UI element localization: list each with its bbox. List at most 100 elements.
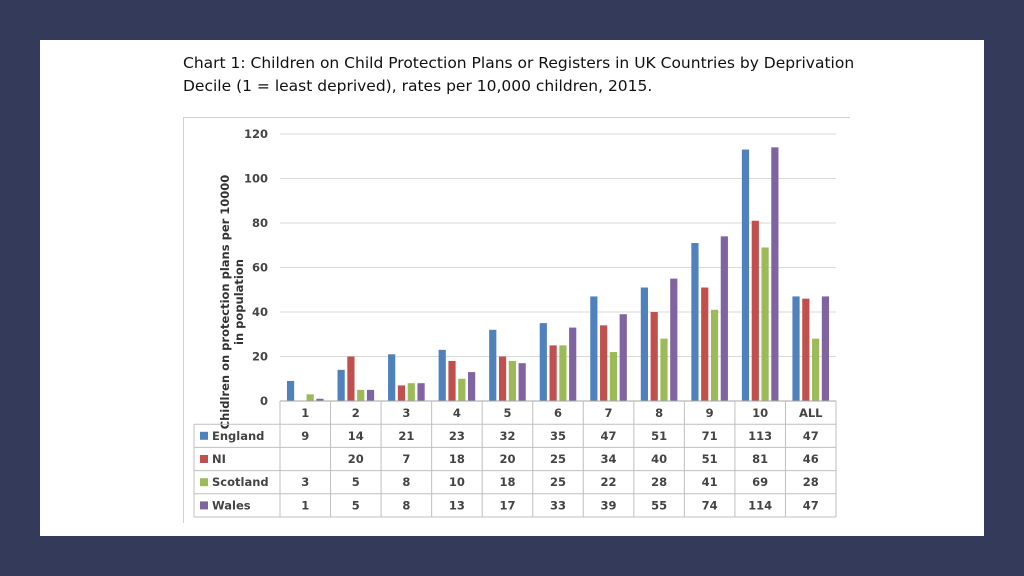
x-tick-label: 5	[503, 406, 511, 420]
table-value-ni: 7	[402, 452, 410, 466]
bar-england-3	[388, 354, 396, 401]
bar-ni-5	[498, 356, 507, 401]
legend-label-england: England	[212, 429, 264, 443]
bar-england-5	[489, 329, 497, 401]
table-value-wales: 33	[550, 498, 566, 512]
bar-scotland-2	[357, 389, 365, 401]
bar-scotland-all	[812, 338, 820, 401]
bar-ni-2	[347, 356, 355, 401]
table-value-ni: 18	[449, 452, 465, 466]
bar-england-9	[691, 243, 699, 401]
bar-scotland-3	[407, 383, 415, 401]
table-value-scotland: 10	[449, 475, 465, 489]
x-tick-label: 2	[352, 406, 360, 420]
table-value-ni: 34	[601, 452, 617, 466]
y-tick-label: 0	[260, 394, 268, 408]
table-value-england: 71	[702, 429, 718, 443]
bar-wales-all	[821, 296, 830, 401]
chart-frame-top	[183, 117, 850, 118]
slide: Chart 1: Children on Child Protection Pl…	[40, 40, 984, 536]
bar-wales-3	[417, 383, 425, 401]
table-value-scotland: 69	[752, 475, 768, 489]
table-value-england: 35	[550, 429, 566, 443]
table-value-scotland: 28	[803, 475, 819, 489]
bar-wales-5	[518, 363, 526, 401]
bar-england-1	[286, 380, 295, 401]
legend-label-scotland: Scotland	[212, 475, 269, 489]
table-value-scotland: 28	[651, 475, 667, 489]
table-value-scotland: 25	[550, 475, 566, 489]
bar-wales-1	[316, 398, 324, 401]
table-value-wales: 1	[301, 498, 309, 512]
x-tick-label: 6	[554, 406, 562, 420]
table-value-scotland: 8	[402, 475, 410, 489]
bar-england-6	[539, 323, 547, 401]
table-value-england: 14	[348, 429, 364, 443]
bar-scotland-8	[660, 338, 668, 401]
x-tick-label: 9	[706, 406, 714, 420]
bar-scotland-4	[458, 378, 466, 401]
y-tick-label: 40	[252, 305, 268, 319]
table-value-wales: 5	[352, 498, 360, 512]
x-tick-label: 4	[453, 406, 461, 420]
bar-scotland-9	[710, 309, 719, 401]
bar-wales-8	[670, 278, 678, 401]
y-tick-label: 80	[252, 216, 268, 230]
bar-ni-7	[600, 325, 608, 401]
bar-ni-4	[448, 360, 456, 401]
x-tick-label: 7	[605, 406, 613, 420]
table-value-wales: 55	[651, 498, 667, 512]
table-value-wales: 47	[803, 498, 819, 512]
bar-wales-2	[366, 389, 375, 401]
table-value-ni: 51	[702, 452, 718, 466]
y-tick-label: 100	[244, 172, 268, 186]
bar-wales-6	[569, 327, 577, 401]
table-value-wales: 39	[601, 498, 617, 512]
bar-england-10	[741, 149, 750, 401]
bar-ni-10	[751, 220, 759, 401]
bar-england-4	[438, 349, 446, 401]
chart-frame-left	[183, 117, 184, 523]
table-value-ni: 40	[651, 452, 667, 466]
bar-ni-8	[650, 312, 658, 401]
table-value-wales: 74	[702, 498, 718, 512]
bar-ni-6	[549, 345, 557, 401]
table-value-ni: 46	[803, 452, 819, 466]
table-value-scotland: 5	[352, 475, 360, 489]
x-tick-label: ALL	[799, 406, 823, 420]
bar-ni-all	[802, 298, 810, 401]
x-tick-label: 3	[402, 406, 410, 420]
legend-key-wales	[200, 501, 208, 510]
table-value-england: 9	[301, 429, 309, 443]
bar-scotland-5	[508, 360, 516, 401]
legend-key-scotland	[200, 478, 208, 487]
table-value-wales: 13	[449, 498, 465, 512]
bar-scotland-10	[761, 247, 769, 401]
bar-ni-9	[701, 287, 709, 401]
bar-wales-4	[468, 372, 476, 401]
table-value-england: 32	[499, 429, 515, 443]
table-value-scotland: 41	[702, 475, 718, 489]
bar-england-all	[792, 296, 800, 401]
table-value-ni: 81	[752, 452, 768, 466]
bar-scotland-6	[559, 345, 567, 401]
table-value-ni: 20	[348, 452, 364, 466]
y-tick-label: 120	[244, 127, 268, 141]
legend-label-ni: NI	[212, 452, 226, 466]
bar-england-8	[640, 287, 648, 401]
table-value-england: 47	[601, 429, 617, 443]
x-tick-label: 8	[655, 406, 663, 420]
table-value-wales: 114	[748, 498, 772, 512]
legend-label-wales: Wales	[212, 498, 251, 512]
table-value-scotland: 3	[301, 475, 309, 489]
bar-ni-3	[397, 385, 406, 401]
table-value-ni: 20	[499, 452, 515, 466]
y-tick-label: 60	[252, 261, 268, 275]
table-value-scotland: 22	[601, 475, 617, 489]
table-value-wales: 17	[499, 498, 515, 512]
table-value-england: 113	[748, 429, 772, 443]
y-tick-label: 20	[252, 350, 268, 364]
x-tick-label: 1	[301, 406, 309, 420]
bar-scotland-7	[609, 352, 618, 401]
